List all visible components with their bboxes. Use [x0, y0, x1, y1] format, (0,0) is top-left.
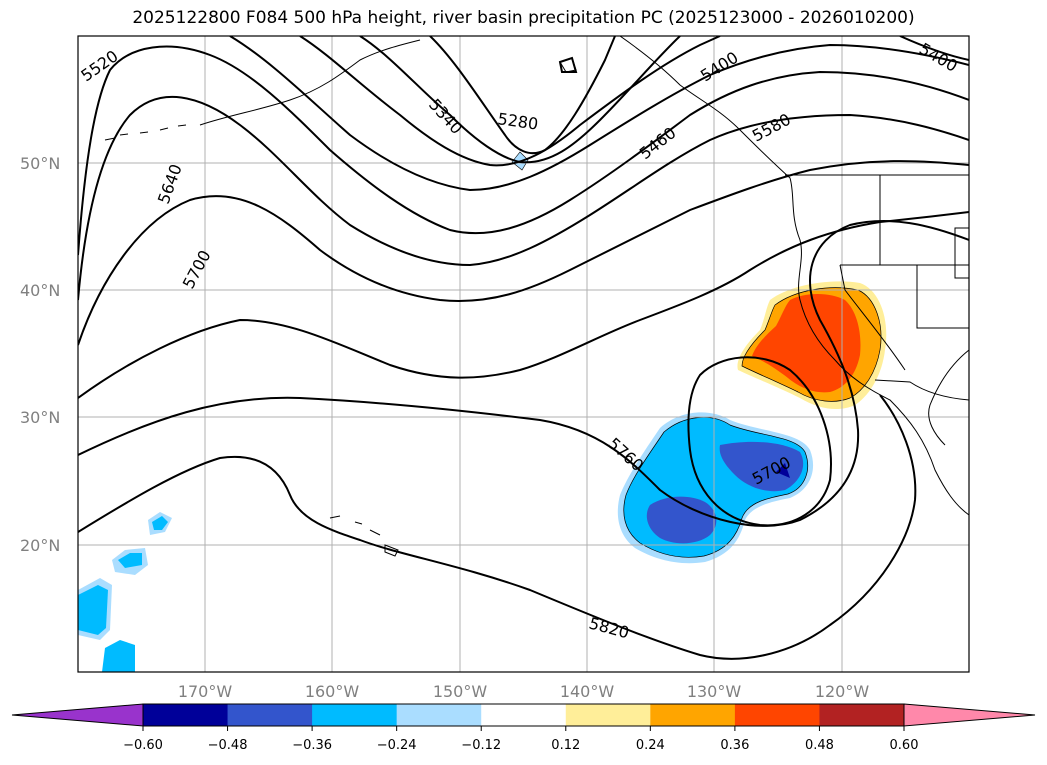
colorbar-segment [227, 704, 313, 726]
colorbar-extend-high [903, 703, 1036, 727]
lon-label: 130°W [687, 682, 742, 701]
colorbar-segment [312, 704, 398, 726]
lon-label: 120°W [815, 682, 870, 701]
negative-precip-anomaly [617, 412, 814, 564]
latitude-labels: 50°N 40°N 30°N 20°N [20, 154, 60, 555]
colorbar-tick-label: 0.12 [551, 738, 580, 753]
colorbar-tick-label: 0.24 [636, 738, 665, 753]
lat-label: 40°N [20, 281, 60, 300]
colorbar-segment [819, 704, 905, 726]
map-title: 2025122800 F084 500 hPa height, river ba… [132, 8, 915, 28]
lat-label: 50°N [20, 154, 60, 173]
map-area: 5520 5640 5700 5340 5280 5400 5460 5580 … [78, 36, 969, 672]
colorbar-tick-label: −0.24 [377, 738, 417, 753]
gridlines [78, 36, 969, 672]
colorbar-tick-label: 0.48 [805, 738, 834, 753]
colorbar-segment [734, 704, 820, 726]
colorbar-segment [565, 704, 651, 726]
colorbar-tick-label: 0.60 [890, 738, 919, 753]
lon-label: 160°W [305, 682, 360, 701]
height-contours [78, 36, 969, 660]
colorbar-tick-label: 0.36 [720, 738, 749, 753]
lon-label: 150°W [433, 682, 488, 701]
lat-label: 20°N [20, 536, 60, 555]
colorbar-tick-label: −0.60 [123, 738, 163, 753]
coastlines [104, 36, 969, 557]
lon-label: 170°W [178, 682, 233, 701]
lat-label: 30°N [20, 408, 60, 427]
lon-label: 140°W [560, 682, 615, 701]
colorbar-segment [481, 704, 567, 726]
colorbar-tick-label: −0.36 [292, 738, 332, 753]
colorbar: −0.60 −0.48 −0.36 −0.24 −0.12 0.12 0.24 0.36 0.4… [11, 703, 1036, 753]
colorbar-segment [650, 704, 736, 726]
colorbar-tick-label: −0.48 [208, 738, 248, 753]
longitude-labels: 170°W 160°W 150°W 140°W 130°W 120°W [178, 682, 870, 701]
map-frame [77, 35, 970, 673]
colorbar-extend-low [11, 703, 144, 727]
colorbar-tick-label: −0.12 [461, 738, 501, 753]
colorbar-frame [142, 703, 905, 727]
western-blue-patches [78, 151, 529, 672]
colorbar-segment [396, 704, 482, 726]
colorbar-segment [143, 704, 229, 726]
